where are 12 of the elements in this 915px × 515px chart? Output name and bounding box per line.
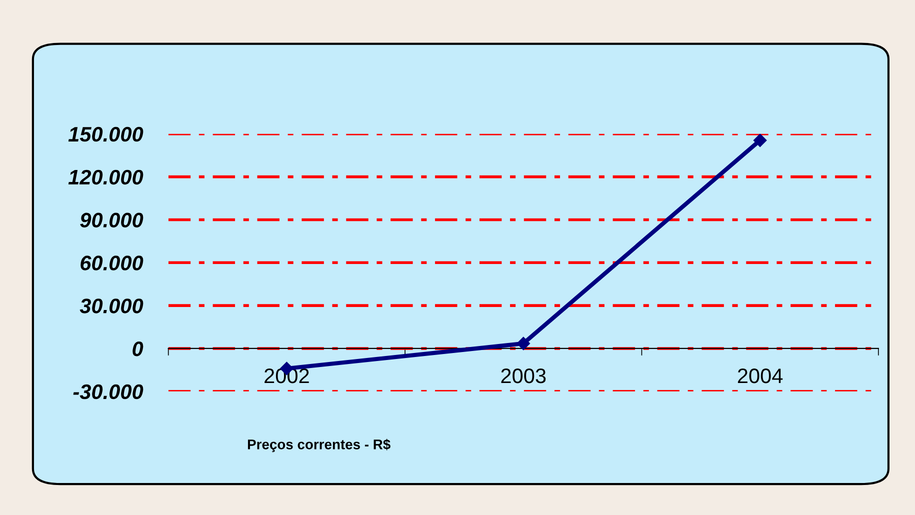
point (516, 336, 530, 350)
y-tick-label: 120.000 (68, 170, 144, 185)
y-tick-label: 30.000 (80, 298, 144, 314)
x-tick-label: 2003 (501, 368, 546, 384)
y-tick-label: 60.000 (80, 256, 144, 270)
y-tick-label: 90.000 (80, 212, 144, 228)
text: Preços correntes - R$ (248, 438, 390, 452)
x-tick-label: 2004 (738, 368, 783, 384)
y-tick-label: 0 (132, 341, 144, 356)
point (753, 134, 767, 147)
y-tick-label: 150.000 (68, 126, 144, 142)
y-tick-label: -30.000 (73, 384, 144, 400)
